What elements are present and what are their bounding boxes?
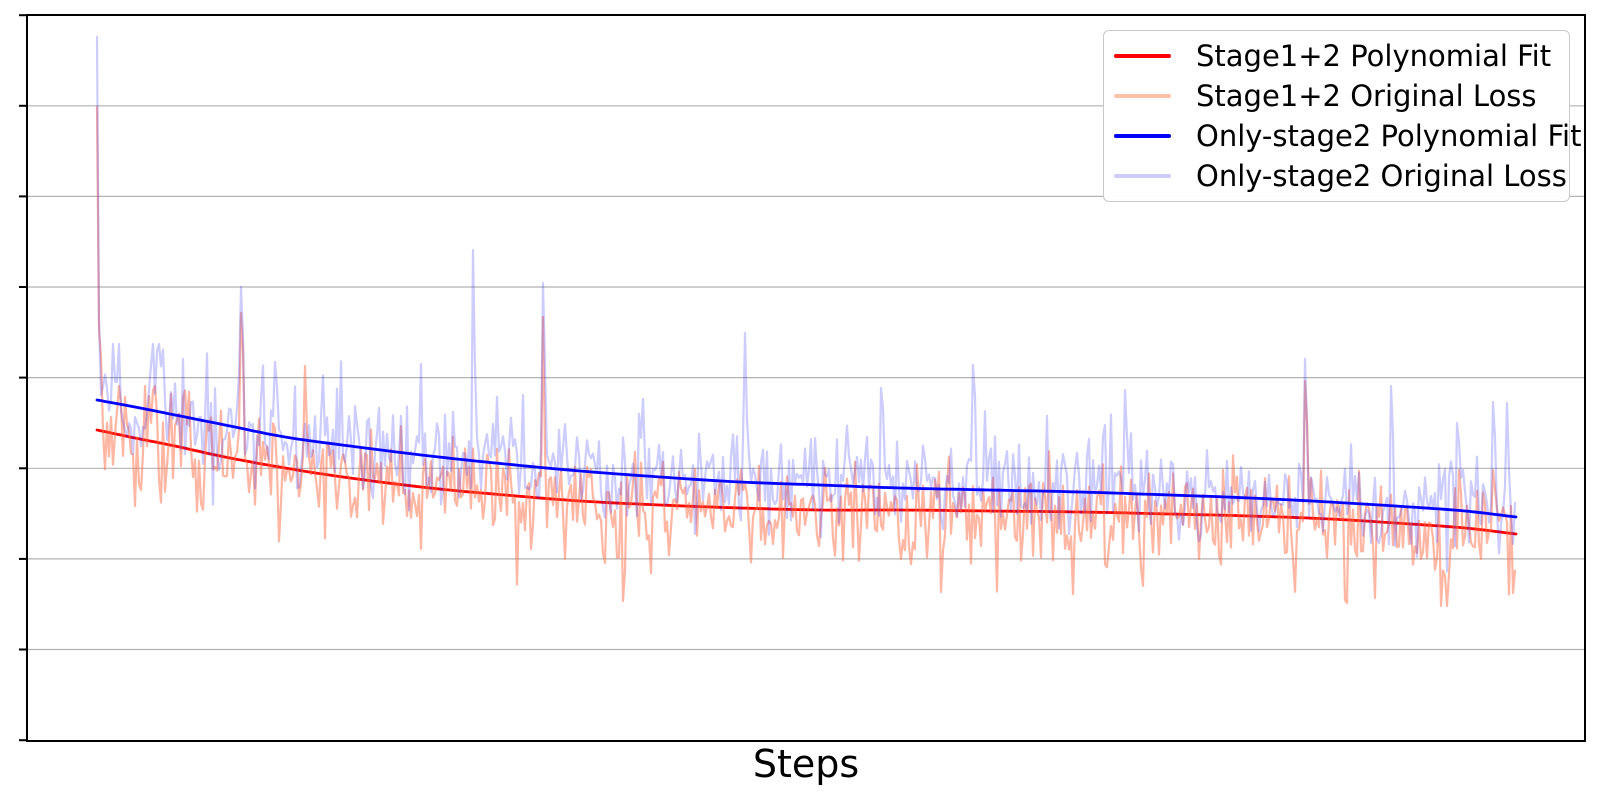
- legend: Stage1+2 Polynomial Fit Stage1+2 Origina…: [1103, 30, 1581, 202]
- legend-item: Only-stage2 Polynomial Fit: [1114, 116, 1581, 156]
- legend-line-sample-blue-fit-icon: [1114, 133, 1171, 139]
- legend-item: Stage1+2 Original Loss: [1114, 76, 1559, 116]
- legend-item-label: Only-stage2 Original Loss: [1196, 158, 1567, 193]
- x-axis-label: Steps: [752, 742, 860, 786]
- legend-item-label: Only-stage2 Polynomial Fit: [1196, 118, 1582, 153]
- legend-item-label: Stage1+2 Original Loss: [1196, 78, 1537, 113]
- legend-line-sample-lavender-loss-icon: [1114, 173, 1171, 179]
- legend-item-label: Stage1+2 Polynomial Fit: [1196, 38, 1552, 73]
- legend-item: Only-stage2 Original Loss: [1114, 156, 1567, 196]
- legend-line-sample-salmon-loss-icon: [1114, 93, 1171, 99]
- legend-item: Stage1+2 Polynomial Fit: [1114, 36, 1559, 76]
- legend-line-sample-red-fit-icon: [1114, 53, 1171, 59]
